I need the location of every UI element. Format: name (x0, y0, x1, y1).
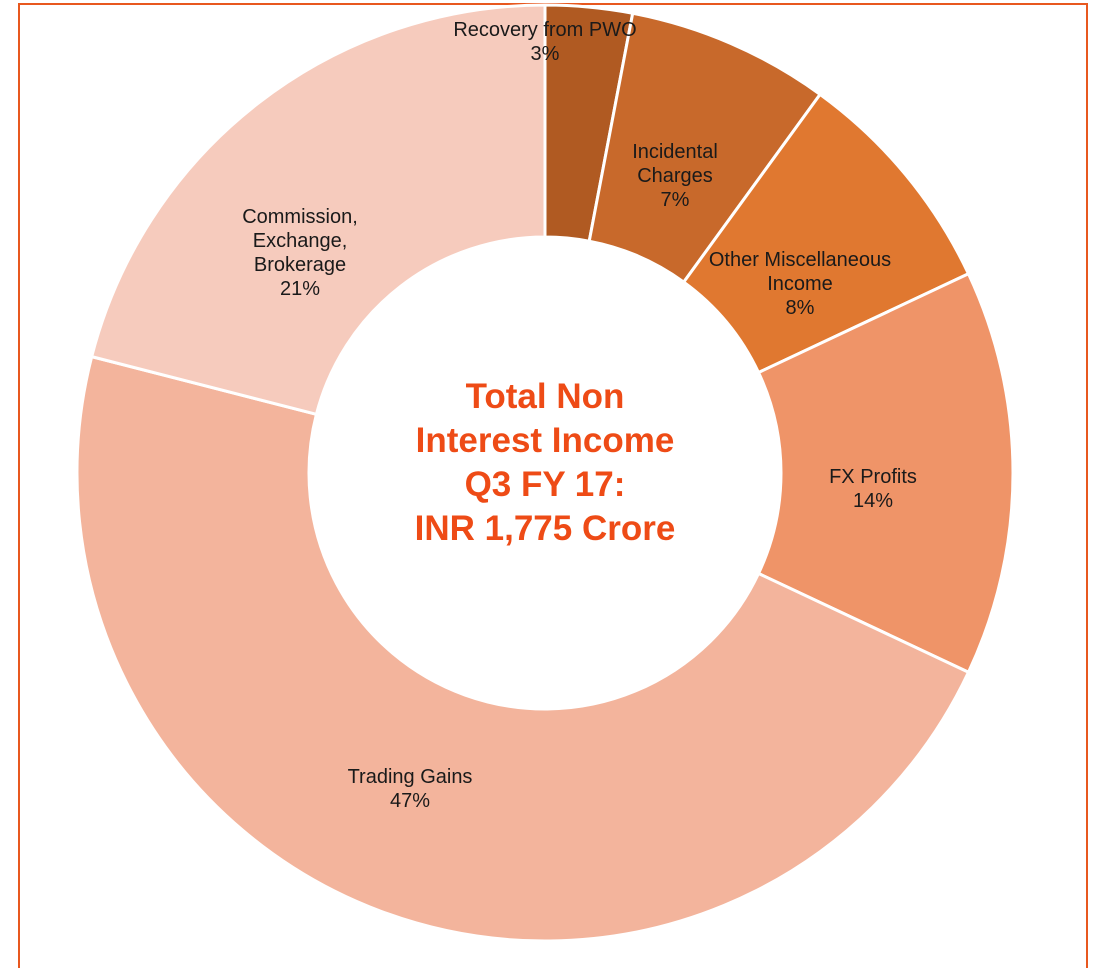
donut-slice (89, 3, 547, 417)
center-text: Total Non Interest Income Q3 FY 17: INR 1,7… (345, 375, 745, 551)
percent-label: 3% (530, 43, 560, 65)
center-line: Interest Income (415, 421, 675, 460)
slice-label: FX Profits 14% (743, 465, 1003, 513)
category-name: Recovery from PWO (453, 19, 637, 41)
slice-label: Other Miscellaneous Income 8% (675, 248, 925, 320)
percent-label: 47% (389, 790, 431, 812)
category-name: Commission, Exchange, Brokerage (242, 206, 358, 276)
percent-label: 7% (660, 189, 690, 211)
center-line: INR 1,775 Crore (414, 509, 676, 548)
percent-label: 14% (852, 490, 894, 512)
percent-label: 8% (785, 297, 815, 319)
slice-label: Trading Gains 47% (280, 765, 540, 813)
category-name: FX Profits (829, 466, 917, 488)
slice-label: Commission, Exchange, Brokerage 21% (215, 205, 385, 301)
category-name: Other Miscellaneous Income (708, 249, 892, 295)
slice-label: Recovery from PWO 3% (415, 18, 675, 66)
center-line: Q3 FY 17: (464, 465, 626, 504)
donut-slice (756, 271, 1015, 675)
center-line: Total Non (465, 377, 625, 416)
category-name: Trading Gains (347, 766, 473, 788)
slice-label: Incidental Charges 7% (600, 140, 750, 212)
percent-label: 21% (279, 278, 321, 300)
donut-slice (75, 354, 971, 943)
category-name: Incidental Charges (632, 141, 718, 187)
